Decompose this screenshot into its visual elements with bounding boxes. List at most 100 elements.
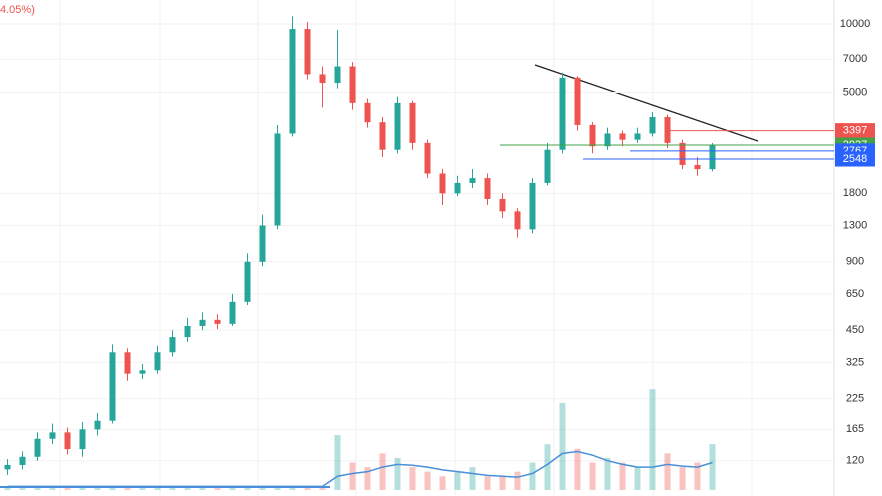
candle-body: [319, 74, 326, 84]
candle-body: [289, 29, 296, 134]
candle-body: [199, 319, 206, 326]
candle-body: [244, 261, 251, 302]
candle-body: [469, 178, 476, 183]
y-tick-label: 5000: [843, 86, 867, 98]
candle-body: [679, 142, 686, 165]
volume-bar: [289, 488, 296, 490]
volume-bar: [184, 488, 191, 490]
volume-bar: [574, 448, 581, 490]
volume-bar: [229, 488, 236, 490]
vertical-grid: [59, 0, 753, 496]
volume-bar: [469, 467, 476, 490]
volume-bar: [274, 488, 281, 490]
candle-body: [454, 182, 461, 194]
candle-body: [619, 133, 626, 140]
candle-body: [499, 198, 506, 212]
volume-bar: [94, 488, 101, 490]
candle-body: [94, 420, 101, 430]
volume-bar: [409, 467, 416, 490]
volume-bar: [559, 402, 566, 490]
volume-bar: [424, 471, 431, 490]
candle-body: [634, 133, 641, 140]
volume-bar: [49, 488, 56, 490]
candle-body: [709, 144, 716, 170]
volume-bar: [154, 488, 161, 490]
candle-body: [334, 66, 341, 84]
volume-bar: [604, 457, 611, 490]
candle-body: [259, 225, 266, 262]
volume-bar: [64, 488, 71, 490]
price-label-box: [835, 123, 875, 139]
volume-bar: [349, 462, 356, 490]
volume-bar: [244, 488, 251, 490]
candle-body: [604, 133, 611, 147]
candle-body: [304, 29, 311, 75]
price-label-box: [835, 151, 875, 167]
candle-body: [694, 164, 701, 170]
y-tick-label: 1800: [843, 187, 867, 199]
volume-bar: [484, 476, 491, 490]
y-tick-label: 165: [846, 423, 864, 435]
volume-bar: [394, 457, 401, 490]
volume-bar: [649, 389, 656, 490]
volume-bar: [709, 444, 716, 490]
price-label: 3397: [843, 125, 867, 137]
candle-body: [484, 178, 491, 199]
candle-body: [124, 352, 131, 374]
volume-bar: [259, 488, 266, 490]
y-tick-label: 7000: [843, 53, 867, 65]
candle-body: [649, 116, 656, 134]
volume-bar: [439, 476, 446, 490]
volume-bar: [4, 488, 11, 490]
y-tick-label: 1300: [843, 219, 867, 231]
candle-body: [424, 142, 431, 174]
volume-ma-line: [7, 450, 713, 488]
y-tick-label: 450: [846, 324, 864, 336]
candle-body: [559, 77, 566, 150]
candle-body: [514, 211, 521, 230]
volume-bar: [79, 488, 86, 490]
candle-body: [79, 429, 86, 450]
volume-bar: [304, 488, 311, 490]
volume-bar: [499, 476, 506, 490]
candle-body: [349, 66, 356, 103]
volume-bar: [379, 453, 386, 490]
candle-body: [49, 432, 56, 439]
candle-body: [364, 102, 371, 123]
volume-bar: [214, 488, 221, 490]
volume-bar: [544, 444, 551, 490]
candle-body: [64, 432, 71, 450]
volume-bar: [589, 462, 596, 490]
volume-bar: [19, 488, 26, 490]
volume-bar: [619, 462, 626, 490]
y-tick-label: 225: [846, 393, 864, 405]
candle-body: [109, 352, 116, 421]
y-tick-label: 325: [846, 356, 864, 368]
trend-line: [534, 64, 759, 142]
candle-body: [664, 116, 671, 143]
candle-body: [544, 149, 551, 183]
candle-body: [529, 182, 536, 230]
volume-bar: [169, 488, 176, 490]
volume-bar: [694, 462, 701, 490]
candle-body: [379, 122, 386, 150]
y-tick-label: 900: [846, 256, 864, 268]
volume-bar: [124, 488, 131, 490]
volume-bar: [334, 435, 341, 490]
price-label: 2548: [843, 153, 867, 165]
candle-body: [274, 133, 281, 226]
y-tick-label: 120: [846, 455, 864, 467]
volume-bar: [364, 467, 371, 490]
volume-bar: [664, 453, 671, 490]
candle-body: [574, 77, 581, 125]
header-change: 4.05%): [0, 4, 35, 16]
candle-body: [409, 102, 416, 143]
candle-body: [229, 301, 236, 324]
volume-bar: [139, 488, 146, 490]
candle-body: [439, 173, 446, 194]
volume-bar: [34, 488, 41, 490]
volume-bar: [634, 467, 641, 490]
candle-body: [589, 124, 596, 147]
y-tick-label: 650: [846, 288, 864, 300]
